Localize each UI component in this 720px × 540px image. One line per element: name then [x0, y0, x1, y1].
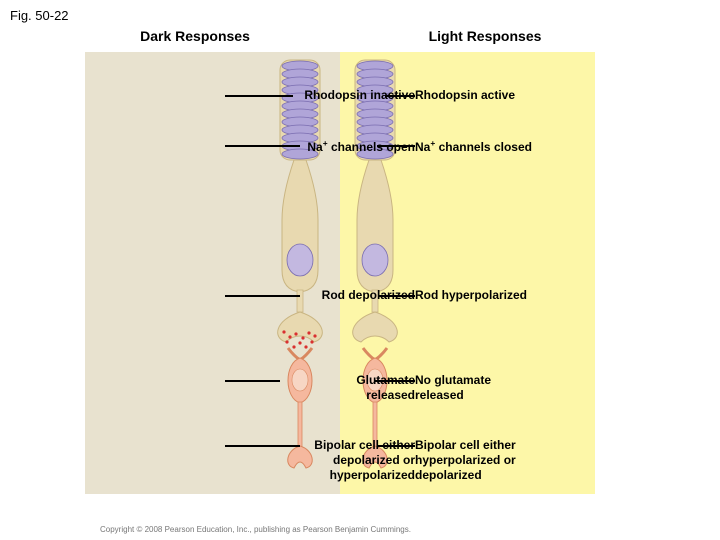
leader-line — [385, 95, 415, 97]
leader-line — [378, 445, 415, 447]
leader-line — [375, 380, 415, 382]
diagram-container: Dark Responses Light Responses Rhodopsin… — [85, 20, 595, 520]
leader-line — [225, 445, 300, 447]
leader-line — [225, 95, 293, 97]
right-label: Rod hyperpolarized — [415, 288, 555, 303]
right-label: Rhodopsin active — [415, 88, 555, 103]
leader-line — [378, 295, 415, 297]
header-dark: Dark Responses — [105, 28, 285, 44]
leader-line — [225, 380, 280, 382]
right-label: Na+ channels closed — [415, 138, 555, 155]
leader-line — [377, 145, 415, 147]
header-light: Light Responses — [395, 28, 575, 44]
left-label: Na+ channels open — [275, 138, 415, 155]
left-label: Glutamatereleased — [275, 373, 415, 403]
right-label: No glutamatereleased — [415, 373, 555, 403]
copyright: Copyright © 2008 Pearson Education, Inc.… — [100, 525, 411, 534]
leader-line — [225, 295, 300, 297]
figure-label: Fig. 50-22 — [10, 8, 69, 23]
right-label: Bipolar cell eitherhyperpolarized ordepo… — [415, 438, 555, 483]
leader-line — [225, 145, 300, 147]
